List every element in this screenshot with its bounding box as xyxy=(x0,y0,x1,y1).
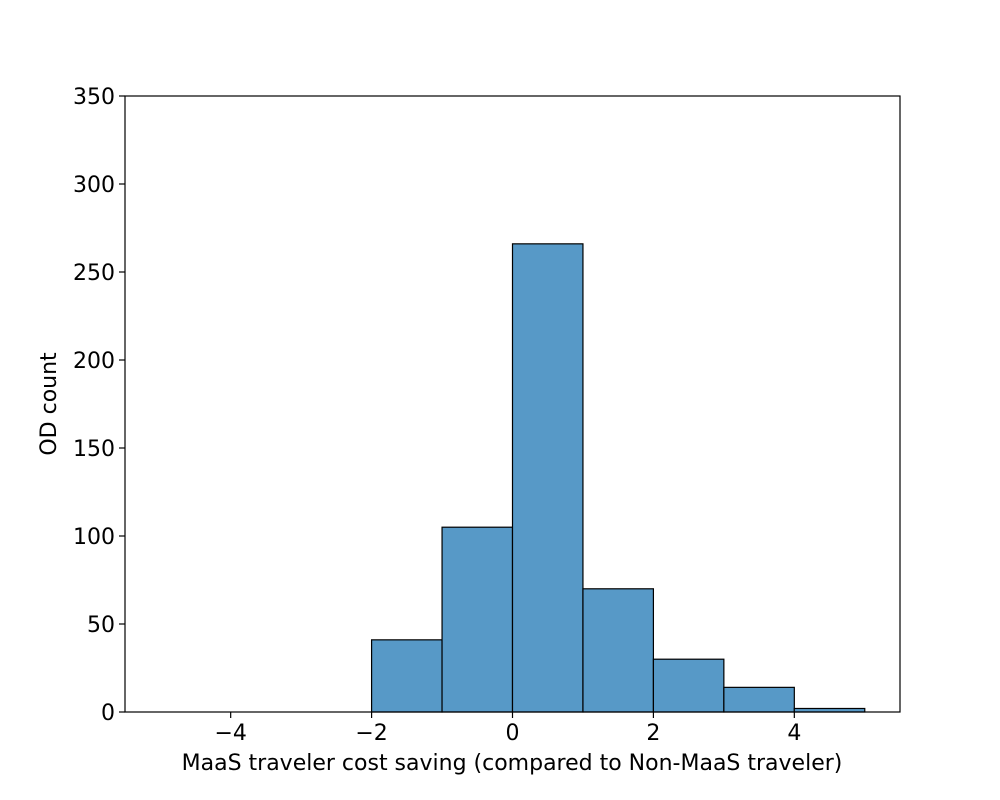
x-tick-label: 2 xyxy=(646,721,660,746)
y-tick-label: 0 xyxy=(101,701,115,726)
y-axis-label: OD count xyxy=(37,352,62,456)
x-tick-label: 0 xyxy=(506,721,520,746)
x-tick-label: −4 xyxy=(214,721,246,746)
x-tick-label: −2 xyxy=(355,721,387,746)
x-axis-ticks: −4 −2 0 2 4 xyxy=(214,712,801,746)
histogram-bar xyxy=(652,658,725,713)
histogram-bars xyxy=(370,243,866,713)
y-tick-label: 350 xyxy=(73,85,115,110)
y-tick-label: 150 xyxy=(73,437,115,462)
y-tick-label: 200 xyxy=(73,349,115,374)
x-tick-label: 4 xyxy=(787,721,801,746)
y-tick-label: 50 xyxy=(87,613,115,638)
histogram-bar xyxy=(511,243,584,713)
histogram-bar xyxy=(582,588,655,713)
y-tick-label: 100 xyxy=(73,525,115,550)
histogram-bar xyxy=(723,686,795,713)
y-axis-ticks: 0 50 100 150 200 250 300 350 xyxy=(73,85,125,726)
y-tick-label: 250 xyxy=(73,261,115,286)
x-axis-label: MaaS traveler cost saving (compared to N… xyxy=(182,751,843,776)
histogram-bar xyxy=(441,526,514,713)
histogram-bar xyxy=(370,639,443,713)
y-tick-label: 300 xyxy=(73,173,115,198)
